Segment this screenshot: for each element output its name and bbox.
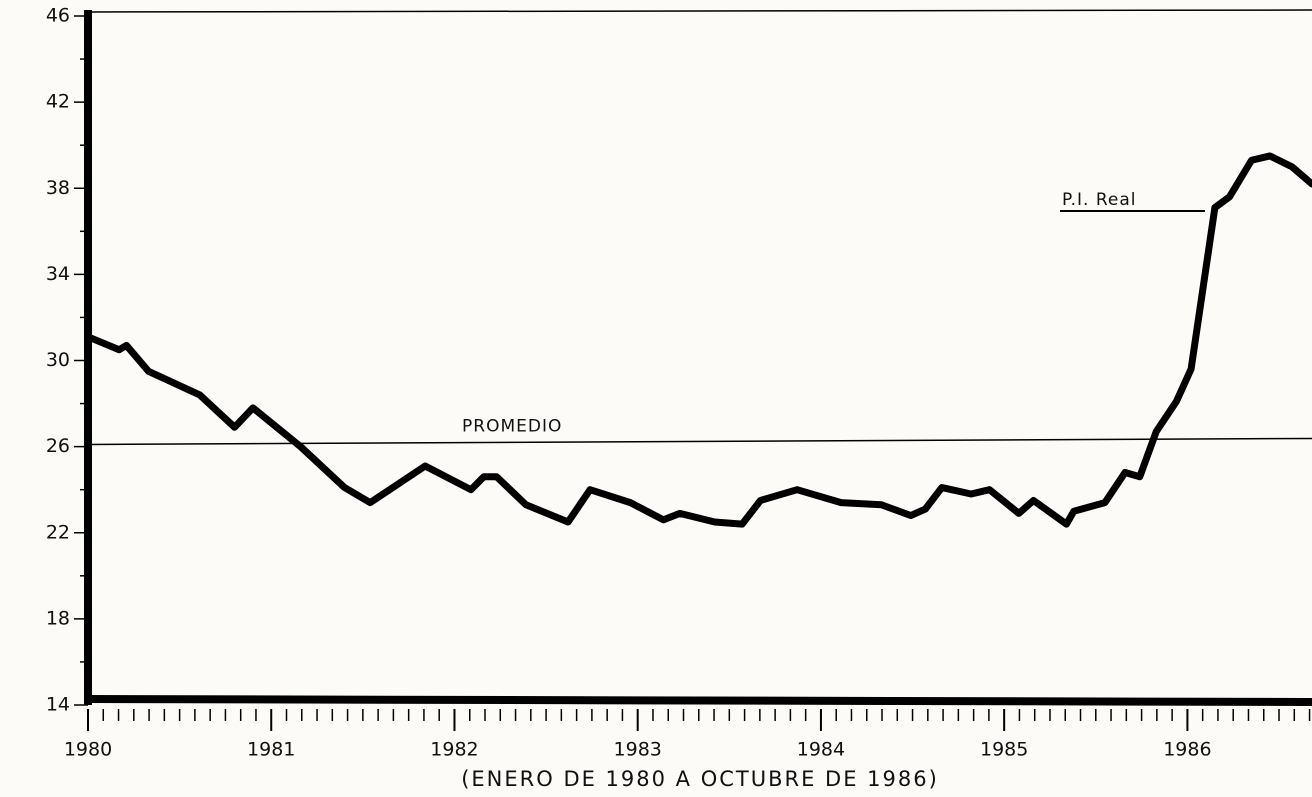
x-axis — [87, 695, 1312, 706]
y-tick-label: 42 — [46, 91, 70, 113]
y-tick-label: 22 — [46, 521, 70, 543]
x-axis-title: (ENERO DE 1980 A OCTUBRE DE 1986) — [461, 767, 939, 791]
x-tick-label: 1986 — [1163, 739, 1211, 761]
y-tick-label: 14 — [46, 694, 70, 716]
y-tick-label: 34 — [46, 263, 70, 285]
y-tick-label: 26 — [46, 435, 70, 457]
x-tick-label: 1984 — [797, 739, 845, 761]
reference-label: PROMEDIO — [462, 416, 562, 436]
x-tick-label: 1982 — [430, 739, 478, 761]
data-line — [84, 152, 1312, 528]
y-tick-label: 18 — [46, 607, 70, 629]
x-tick-label: 1983 — [614, 739, 662, 761]
series-label: P.I. Real — [1062, 190, 1136, 210]
x-tick-label: 1980 — [64, 739, 112, 761]
y-tick-label: 30 — [46, 349, 70, 371]
x-tick-label: 1985 — [980, 739, 1028, 761]
x-tick-label: 1981 — [247, 739, 295, 761]
reference-line — [87, 437, 1312, 446]
y-tick-label: 46 — [46, 5, 70, 27]
y-tick-label: 38 — [46, 177, 70, 199]
top-border — [87, 9, 1312, 13]
